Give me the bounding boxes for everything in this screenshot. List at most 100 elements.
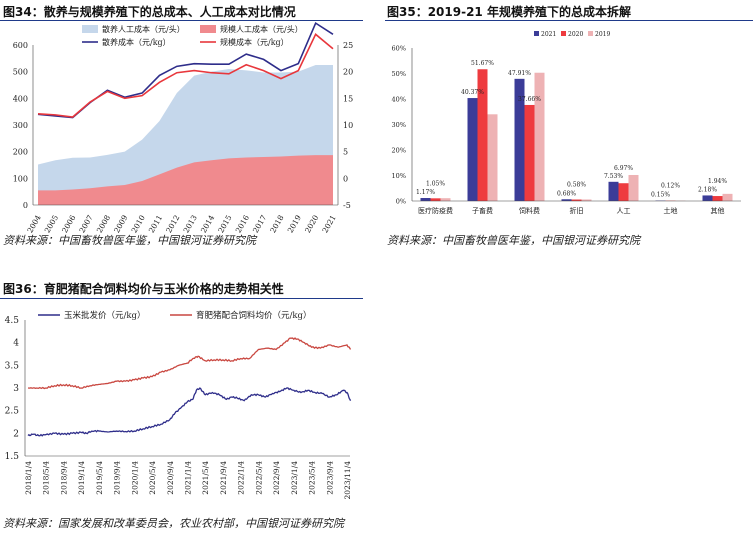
chart-35-x-tick: 折旧 [570,206,584,215]
chart-35-data-label: 0.15% [651,192,670,199]
chart-35-data-label: 0.12% [661,183,680,190]
chart-35-data-label: 7.53% [604,173,623,180]
chart-34-x-tick: 2017 [251,213,268,234]
chart-34-legend-label: 散养人工成本（元/头） [102,24,185,34]
chart-34-x-tick: 2021 [320,214,337,235]
chart-34-x-tick: 2020 [303,213,320,234]
chart-35-data-label: 1.05% [426,180,445,187]
chart-35-y-tick: 0% [396,198,406,206]
chart-35-bar-2019 [722,193,733,201]
chart-36-x-tick: 2019/5/4 [95,461,104,495]
chart-34-y-left-tick: 200 [13,148,28,157]
chart-36-x-tick: 2021/1/4 [184,461,193,495]
chart-34-legend-swatch [82,25,98,33]
chart-35-y-tick: 10% [392,172,406,180]
chart-34-x-tick: 2012 [164,213,181,234]
chart-36-x-tick: 2021/9/4 [219,461,228,495]
chart-34-y-left-tick: 600 [13,41,28,50]
chart-36-x-tick: 2018/9/4 [59,461,68,495]
chart-35-bar-2021 [561,199,572,201]
chart-35-data-label: 0.68% [557,190,576,197]
chart-35-legend-swatch [561,31,566,36]
chart-35-x-tick: 人工 [617,207,631,215]
chart-36-x-tick: 2021/5/4 [201,461,210,495]
chart-34-y-left-tick: 400 [13,94,28,103]
chart-34-x-tick: 2011 [147,214,164,235]
chart-34-x-tick: 2009 [112,213,129,234]
chart-35-bar-2019 [581,199,592,201]
chart-35-bar-2020 [524,104,535,201]
chart-36-y-tick: 4.5 [5,316,20,326]
chart-34-x-tick: 2015 [216,213,233,234]
chart-36-y-tick: 1.5 [5,452,20,462]
chart-35-y-tick: 60% [392,45,406,53]
chart-36-x-tick: 2023/1/4 [290,461,299,495]
chart-36-x-tick: 2022/1/4 [237,461,246,495]
chart-34-x-tick: 2013 [182,213,199,234]
chart-34-y-right-tick: 25 [343,41,353,50]
chart-34-x-tick: 2016 [234,213,251,234]
chart-34-line-series-3 [37,33,334,118]
chart-36-x-tick: 2020/1/4 [130,461,139,495]
chart-35-legend-label: 2019 [595,31,610,38]
chart-34-area-series-1 [38,155,333,205]
chart-35: 0% 10% 20% 30% 40% 50% 60% 医疗防疫费 子畜费 饲料费 折旧 人工 土地 其他 1… [392,31,741,215]
chart-36-line-series-0 [27,387,352,437]
chart-36-x-tick: 2019/1/4 [77,461,86,495]
chart-34-y-left-tick: 100 [13,174,28,183]
chart-36-y-tick: 3.5 [5,361,20,371]
chart-35-bar-2020 [618,183,629,201]
figure-35-title-rule [385,20,753,21]
figure-36-title-rule [0,298,363,299]
chart-35-data-label: 51.67% [471,60,494,67]
chart-35-y-tick: 40% [392,96,406,104]
chart-35-data-label: 47.91% [508,70,531,77]
figure-36-source: 资料来源：国家发展和改革委员会，农业农村部，中国银河证券研究院 [3,517,344,530]
chart-35-bar-2019 [534,72,545,201]
chart-35-legend-label: 2021 [541,31,556,38]
chart-34-x-tick: 2006 [60,213,77,234]
chart-36: 1.5 2 2.5 3 3.5 4 4.5 2018/1/4 2018/5/4 2018/9/4 2… [5,310,352,499]
chart-34-y-right-tick: 10 [343,121,353,130]
chart-36-legend-label: 玉米批发价（元/kg） [64,310,145,321]
chart-34-y-right-tick: 0 [343,174,348,183]
chart-35-x-tick: 医疗防疫费 [418,206,453,215]
figure-35-title: 图35：2019-21 年规模养殖下的总成本拆解 [387,5,631,19]
chart-36-x-tick: 2019/9/4 [113,461,122,495]
chart-36-y-tick: 3 [13,384,19,394]
chart-34-legend-label: 散养成本（元/kg） [102,37,171,47]
chart-35-data-label: 1.17% [416,189,435,196]
chart-35-data-label: 40.37% [461,89,484,96]
chart-35-x-tick: 其他 [711,206,725,215]
chart-34-x-tick: 2014 [199,213,216,234]
chart-34-y-right-tick: 5 [343,148,348,157]
chart-35-data-label: 2.18% [698,186,717,193]
chart-35-data-label: 0.58% [567,182,586,189]
chart-35-legend-label: 2020 [568,31,583,38]
figure-34-title: 图34：散养与规模养殖下的总成本、人工成本对比情况 [3,5,296,19]
chart-35-bar-2021 [514,78,525,201]
chart-34-x-tick: 2004 [25,213,42,234]
chart-34-legend-swatch [200,25,216,33]
chart-36-x-tick: 2018/1/4 [24,461,33,495]
chart-35-x-tick: 饲料费 [519,206,540,215]
chart-35-bar-2021 [608,181,619,201]
chart-35-legend-swatch [534,31,539,36]
chart-36-x-tick: 2022/5/4 [254,461,263,495]
chart-34-y-left-tick: 500 [13,68,28,77]
chart-35-legend-swatch [588,31,593,36]
chart-34-x-tick: 2019 [286,213,303,234]
figure-34-source: 资料来源：中国畜牧兽医年鉴，中国银河证券研究院 [3,234,256,247]
chart-34-y-right-tick: 20 [343,68,353,77]
figure-34-title-rule [0,20,363,21]
chart-34-x-tick: 2010 [130,213,147,234]
chart-36-x-tick: 2018/5/4 [42,461,51,495]
chart-35-bar-2019 [440,198,451,201]
chart-34-y-left-tick: 300 [13,121,28,130]
chart-35-x-tick: 土地 [664,206,678,215]
chart-34-x-tick: 2018 [268,213,285,234]
chart-34-x-tick: 2007 [77,213,94,234]
chart-34-y-right-tick: 15 [343,94,353,103]
